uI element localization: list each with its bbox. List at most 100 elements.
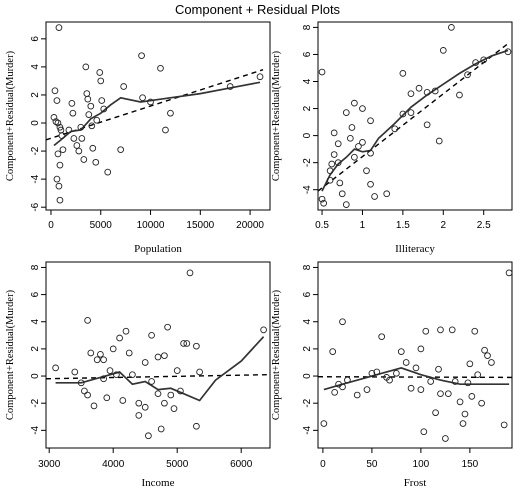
smooth-curve bbox=[321, 49, 509, 192]
smooth-curve bbox=[55, 336, 265, 402]
data-point bbox=[435, 137, 443, 145]
data-point bbox=[342, 201, 350, 208]
data-point bbox=[55, 182, 63, 190]
data-point bbox=[474, 371, 482, 379]
data-point bbox=[81, 387, 88, 395]
data-point bbox=[342, 109, 350, 116]
data-point bbox=[100, 105, 108, 113]
data-point bbox=[65, 126, 73, 134]
data-point bbox=[84, 95, 92, 103]
x-tick-label: 1 bbox=[360, 220, 366, 231]
data-point bbox=[399, 70, 407, 77]
y-tick-label: -6 bbox=[30, 202, 41, 211]
panel-1: 0 5000 10000 15000 20000 -6 -4 -2 0 2 4 6 Population… bbox=[5, 21, 271, 255]
data-point bbox=[77, 123, 85, 131]
data-point bbox=[334, 140, 342, 148]
y-tick-label: 0 bbox=[30, 120, 41, 126]
data-point bbox=[330, 151, 338, 158]
x-axis-label: Population bbox=[134, 243, 182, 255]
data-point bbox=[57, 126, 65, 134]
data-point bbox=[55, 24, 63, 31]
data-point bbox=[162, 126, 169, 134]
data-point bbox=[52, 118, 60, 125]
data-point bbox=[170, 405, 178, 412]
data-point bbox=[135, 399, 143, 407]
data-point bbox=[97, 350, 104, 358]
data-point bbox=[320, 199, 328, 207]
data-point bbox=[167, 109, 174, 117]
data-point bbox=[148, 378, 155, 385]
y-tick-label: -4 bbox=[302, 185, 313, 194]
data-point bbox=[148, 331, 155, 339]
data-point bbox=[471, 327, 479, 335]
data-point bbox=[472, 59, 479, 66]
data-point bbox=[378, 333, 386, 341]
data-point bbox=[85, 111, 93, 118]
y-tick-label: 0 bbox=[302, 132, 313, 138]
data-point bbox=[318, 195, 326, 203]
x-tick-label: 0 bbox=[320, 459, 326, 470]
data-point bbox=[386, 376, 393, 384]
data-point bbox=[122, 327, 130, 335]
data-point bbox=[93, 356, 101, 364]
y-tick-label: 8 bbox=[302, 24, 313, 30]
data-point bbox=[256, 73, 264, 81]
data-point bbox=[54, 119, 62, 127]
data-point bbox=[459, 420, 467, 427]
plot-frame bbox=[45, 261, 271, 449]
data-point bbox=[52, 364, 59, 372]
data-point bbox=[320, 420, 328, 427]
panel-4: 0 50 100 150 -4 -2 0 2 4 6 8 Frost Component+Residua… bbox=[271, 261, 513, 489]
y-tick-label: -4 bbox=[30, 425, 41, 434]
data-point bbox=[407, 109, 415, 116]
data-point bbox=[466, 360, 474, 368]
y-tick-label: -4 bbox=[302, 425, 313, 434]
figure-title: Component + Residual Plots bbox=[175, 2, 341, 17]
x-tick-label: 5000 bbox=[90, 220, 113, 231]
data-point bbox=[435, 365, 442, 373]
data-point bbox=[442, 435, 449, 442]
y-tick-label: 2 bbox=[30, 92, 41, 98]
data-point bbox=[427, 378, 435, 385]
y-tick-label: -2 bbox=[30, 398, 41, 407]
data-point bbox=[100, 356, 107, 364]
data-point bbox=[129, 371, 136, 379]
y-axis-label: Component+Residual(Murder) bbox=[271, 50, 282, 181]
y-tick-label: 6 bbox=[30, 36, 41, 42]
data-point bbox=[87, 349, 95, 357]
data-point bbox=[138, 52, 145, 60]
data-point bbox=[353, 391, 361, 399]
y-tick-label: 4 bbox=[30, 319, 41, 325]
data-point bbox=[326, 167, 334, 175]
data-point bbox=[84, 317, 91, 324]
data-point bbox=[157, 64, 164, 72]
data-point bbox=[161, 399, 168, 407]
data-point bbox=[59, 146, 67, 154]
data-point bbox=[154, 390, 162, 398]
y-tick-label: 6 bbox=[30, 291, 41, 297]
data-point bbox=[444, 390, 452, 398]
data-point bbox=[346, 134, 354, 142]
x-tick-label: 10000 bbox=[137, 220, 165, 231]
y-axis-label: Component+Residual(Murder) bbox=[5, 289, 16, 420]
y-tick-label: -2 bbox=[302, 398, 313, 407]
plot-frame bbox=[317, 261, 513, 449]
data-point bbox=[363, 386, 371, 393]
data-point bbox=[180, 340, 187, 347]
data-point bbox=[84, 391, 91, 399]
y-tick-label: 4 bbox=[302, 78, 313, 84]
data-point bbox=[431, 87, 439, 95]
data-point bbox=[344, 376, 351, 384]
data-point bbox=[70, 135, 78, 142]
data-point bbox=[420, 428, 428, 436]
data-point bbox=[367, 117, 374, 125]
data-point bbox=[161, 352, 168, 360]
linear-fit-line bbox=[46, 373, 267, 380]
data-point bbox=[154, 353, 162, 361]
data-point bbox=[82, 63, 90, 71]
smooth-curve bbox=[323, 367, 510, 391]
data-point bbox=[363, 167, 370, 175]
data-point bbox=[355, 143, 362, 150]
data-point bbox=[73, 142, 81, 149]
data-point bbox=[53, 97, 61, 104]
